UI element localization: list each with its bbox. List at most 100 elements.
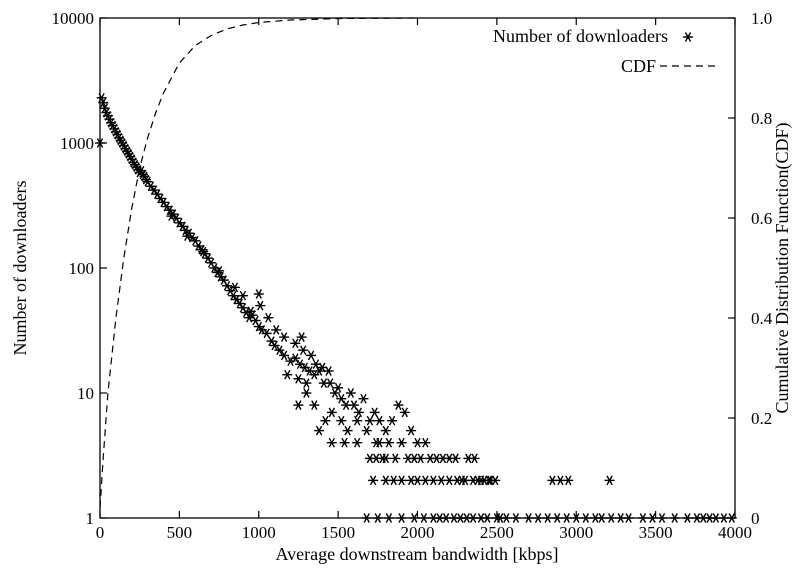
x-tick-label: 4000	[718, 523, 752, 542]
data-point	[449, 453, 462, 464]
y-tick-label: 10000	[52, 9, 95, 28]
data-point	[395, 437, 408, 448]
data-point	[372, 512, 384, 524]
data-point	[389, 453, 401, 464]
y2-tick-label: 0.8	[751, 109, 772, 128]
y2-tick-label: 0.2	[751, 409, 772, 428]
data-point	[481, 512, 493, 524]
data-point	[329, 387, 341, 399]
x-tick-label: 1000	[242, 523, 276, 542]
data-point	[370, 453, 382, 464]
y2-axis-ticks: 0 0.2 0.4 0.6 0.8 1.0	[728, 9, 773, 528]
data-point	[351, 437, 363, 448]
data-point	[510, 512, 522, 524]
x-tick-label: 500	[167, 523, 193, 542]
x-axis-ticks: 0 500 1000 1500 2000 2500 3000 3500 4000	[96, 18, 752, 542]
data-point	[297, 345, 309, 356]
y-axis-title: Number of downloaders	[10, 181, 30, 356]
legend-marker-asterisk	[682, 31, 694, 43]
data-point	[603, 475, 616, 486]
data-point	[262, 312, 274, 323]
data-point	[542, 512, 554, 524]
x-axis-title: Average downstream bandwidth [kbps]	[275, 544, 558, 564]
data-point	[300, 387, 313, 399]
data-point	[562, 475, 574, 486]
data-point	[278, 331, 290, 343]
data-point	[313, 425, 325, 436]
y2-tick-label: 0	[751, 509, 760, 528]
data-point	[300, 377, 313, 389]
data-point	[596, 512, 608, 524]
data-point	[468, 453, 481, 464]
data-point	[289, 338, 301, 349]
data-point	[295, 331, 308, 343]
data-point	[669, 512, 681, 524]
data-point	[368, 407, 381, 418]
data-point	[367, 475, 379, 486]
data-point	[656, 512, 668, 524]
y-tick-label: 100	[69, 259, 95, 278]
legend-label-downloaders: Number of downloaders	[493, 26, 668, 46]
y-tick-label: 1000	[60, 134, 94, 153]
x-tick-label: 2000	[401, 523, 435, 542]
data-point	[335, 415, 347, 426]
data-point	[292, 373, 305, 384]
data-point	[332, 382, 344, 393]
data-point	[324, 377, 336, 389]
data-point	[353, 407, 365, 418]
data-point	[637, 512, 649, 524]
data-point	[270, 324, 282, 336]
y-tick-label: 10	[77, 384, 94, 403]
data-point	[348, 399, 360, 411]
x-tick-label: 3500	[639, 523, 673, 542]
data-point	[341, 425, 354, 436]
downloaders-points	[94, 92, 738, 524]
legend-label-cdf: CDF	[621, 56, 656, 76]
data-point	[361, 512, 373, 524]
data-point	[561, 512, 573, 524]
data-point	[395, 512, 408, 524]
x-tick-label: 0	[96, 523, 105, 542]
x-tick-label: 3000	[559, 523, 593, 542]
data-point	[383, 512, 395, 524]
x-tick-label: 2500	[480, 523, 514, 542]
data-point	[326, 437, 338, 448]
data-point	[622, 512, 635, 524]
data-point	[500, 512, 513, 524]
data-point	[326, 407, 338, 418]
data-point	[415, 453, 427, 464]
y-axis-ticks: 1 10 100 1000 10000	[52, 9, 107, 528]
data-point	[419, 437, 432, 448]
y-tick-label: 1	[86, 509, 95, 528]
cdf-line	[99, 17, 418, 509]
y2-tick-label: 0.6	[751, 209, 772, 228]
y2-tick-label: 1.0	[751, 9, 772, 28]
data-point	[305, 350, 317, 361]
data-point	[364, 415, 376, 426]
data-point	[253, 288, 265, 300]
data-point	[551, 512, 563, 524]
data-point	[345, 387, 357, 399]
data-point	[681, 512, 694, 524]
data-point	[292, 399, 305, 411]
data-point	[383, 437, 395, 448]
data-point	[373, 415, 386, 426]
data-point	[380, 425, 392, 436]
x-tick-label: 1500	[321, 523, 355, 542]
data-point	[254, 300, 266, 311]
data-point	[308, 399, 320, 411]
data-point	[319, 415, 332, 426]
legend: Number of downloaders CDF	[493, 26, 718, 76]
data-point	[405, 425, 417, 436]
y2-tick-label: 0.4	[751, 309, 773, 328]
data-point	[380, 453, 392, 464]
data-point	[605, 512, 617, 524]
data-point	[361, 425, 373, 436]
data-point	[418, 512, 430, 524]
data-point	[338, 437, 351, 448]
data-point	[580, 512, 592, 524]
data-point	[351, 415, 363, 426]
y2-axis-title: Cumulative Distribution Function(CDF)	[772, 122, 793, 413]
data-point	[373, 437, 386, 448]
